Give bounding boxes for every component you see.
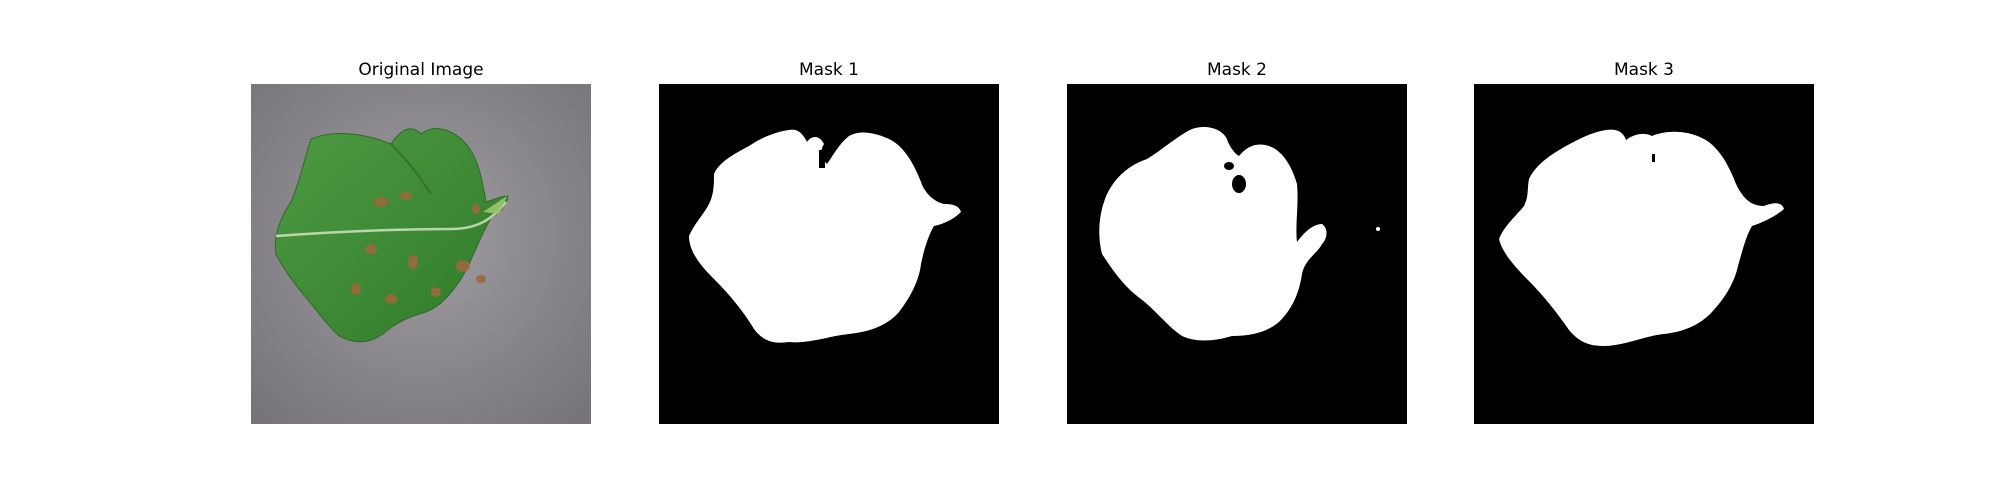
leaf-fold <box>390 143 432 195</box>
mask-1-image <box>659 84 999 424</box>
leaf-stem <box>483 196 507 214</box>
leaf-shape <box>274 128 509 343</box>
original-image <box>251 84 591 424</box>
mask-shape <box>1099 127 1327 341</box>
mask-2-image <box>1067 84 1407 424</box>
mask-3-image <box>1474 84 1814 424</box>
panel-title-original: Original Image <box>358 60 484 80</box>
mask-shape <box>689 129 961 343</box>
mask-shape <box>1499 129 1784 346</box>
leaf-midrib <box>275 201 507 238</box>
panel-title-mask-1: Mask 1 <box>798 60 859 80</box>
lesion-spots <box>351 192 486 304</box>
panel-title-mask-2: Mask 2 <box>1206 60 1267 80</box>
panel-title-mask-3: Mask 3 <box>1613 60 1674 80</box>
